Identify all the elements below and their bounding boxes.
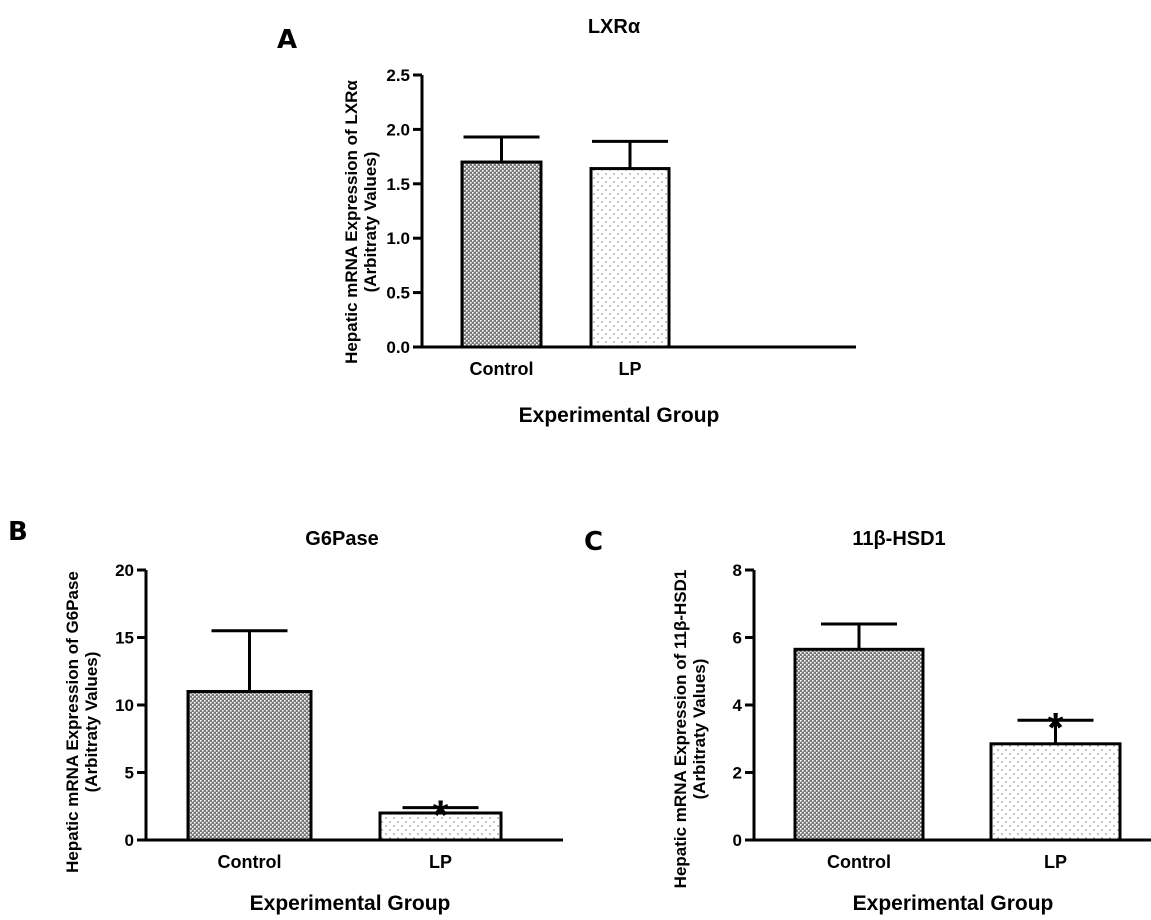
x-axis-label: Experimental Group [519,404,720,427]
x-axis-label: Experimental Group [250,892,451,915]
x-tick-label: Control [827,852,891,872]
x-tick-label: LP [429,852,452,872]
y-tick-label: 0.5 [386,284,410,303]
panel-letter-a: A [277,25,297,55]
y-tick-label: 1.0 [386,229,410,248]
chart-title: G6Pase [305,528,378,550]
y-tick-label: 15 [115,629,134,648]
y-tick-label: 2.0 [386,120,410,139]
y-tick-label: 8 [733,561,742,580]
bar-control [186,690,313,842]
y-tick-label: 0 [733,831,742,850]
chart-panel-c: 11β-HSD1 Hepatic mRNA Expression of 11β-… [671,528,1151,915]
chart-title: 11β-HSD1 [852,528,945,550]
x-tick-label: LP [618,359,641,379]
x-tick-label: Control [470,359,534,379]
y-tick-label: 4 [733,696,743,715]
chart-title: LXRα [588,16,641,38]
y-axis-label-line-1: Hepatic mRNA Expression of G6Pase [63,571,82,873]
chart-panel-a: LXRα Hepatic mRNA Expression of LXRα (Ar… [342,16,856,427]
y-axis-label-line-1: Hepatic mRNA Expression of LXRα [342,80,361,364]
bar-lp [589,167,671,349]
bar-control [460,160,543,349]
y-tick-label: 1.5 [386,175,410,194]
y-tick-label: 6 [733,629,742,648]
x-tick-label: LP [1044,852,1067,872]
bar-control [793,647,925,842]
y-tick-label: 0 [125,831,134,850]
chart-panel-b: G6Pase Hepatic mRNA Expression of G6Pase… [63,528,563,915]
bar-lp [989,742,1122,842]
y-axis-label-line-2: (Arbitraty Values) [82,652,101,793]
y-tick-label: 2 [733,764,742,783]
y-axis-label-line-1: Hepatic mRNA Expression of 11β-HSD1 [671,570,690,889]
y-tick-label: 20 [115,561,134,580]
y-axis-label-line-2: (Arbitraty Values) [690,659,709,800]
significance-marker: * [1047,704,1064,751]
panel-letter-c: C [584,527,603,557]
y-tick-label: 0.0 [386,338,410,357]
y-tick-label: 10 [115,696,134,715]
significance-marker: * [432,792,449,839]
y-tick-label: 5 [125,764,134,783]
panel-letter-b: B [8,517,28,547]
x-axis-label: Experimental Group [853,892,1054,915]
y-axis-label-line-2: (Arbitraty Values) [361,152,380,293]
y-tick-label: 2.5 [386,66,410,85]
x-tick-label: Control [218,852,282,872]
